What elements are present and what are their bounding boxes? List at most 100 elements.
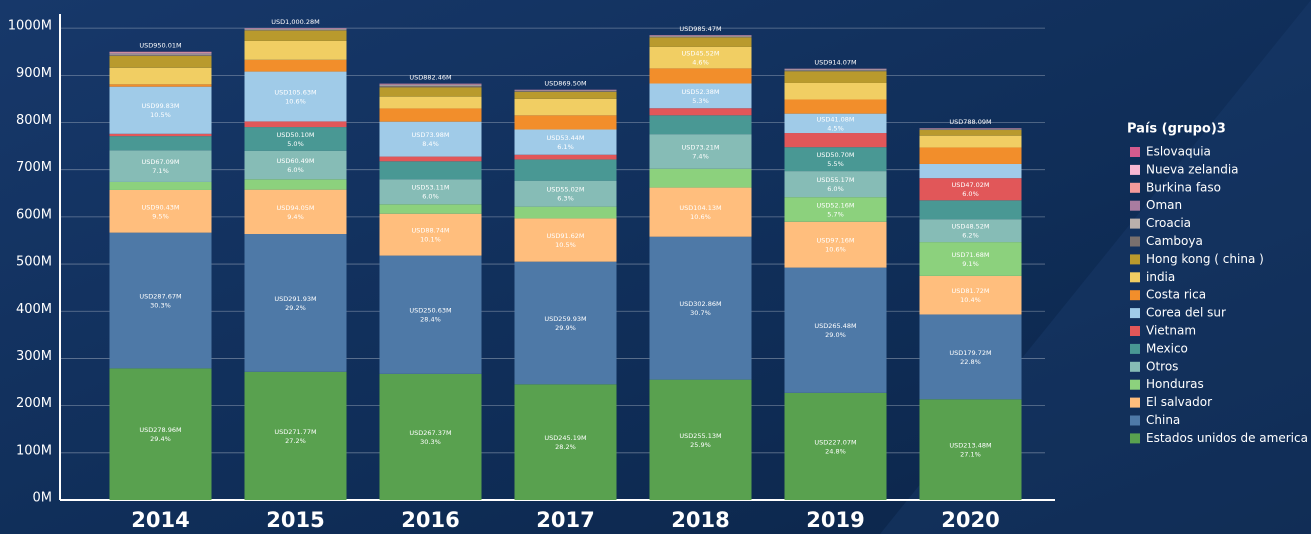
- segment-label: USD47.02M: [951, 181, 989, 189]
- segment-label: USD99.83M: [141, 102, 179, 110]
- segment-share-label: 4.5%: [827, 124, 844, 132]
- bar-segment: [784, 392, 887, 500]
- bar-segment: [784, 113, 887, 134]
- segment-share-label: 28.2%: [555, 443, 576, 451]
- segment-share-label: 8.4%: [422, 140, 439, 148]
- bar-segment: [919, 399, 1022, 500]
- legend-label: Hong kong ( china ): [1146, 252, 1264, 266]
- segment-label: USD271.77M: [274, 428, 316, 436]
- segment-label: USD213.48M: [949, 442, 991, 450]
- bar-segment: [649, 134, 752, 169]
- bar-segment: [109, 56, 212, 68]
- bar-segment: [649, 108, 752, 116]
- segment-label: USD50.10M: [276, 131, 314, 139]
- segment-share-label: 10.6%: [825, 246, 846, 254]
- legend-label: Croacia: [1146, 216, 1191, 230]
- bar-segment: [919, 178, 1022, 201]
- segment-share-label: 28.4%: [420, 316, 441, 324]
- bar-segment: [919, 163, 1022, 179]
- bar-segment: [784, 69, 887, 71]
- bar-segment: [514, 91, 617, 99]
- bar-segment: [649, 187, 752, 237]
- bar-segment: [379, 161, 482, 180]
- segment-share-label: 7.4%: [692, 152, 709, 160]
- segment-share-label: 24.8%: [825, 447, 846, 455]
- segment-label: USD71.68M: [951, 251, 989, 259]
- bar-segment: [514, 98, 617, 116]
- legend-swatch: [1130, 433, 1140, 444]
- legend-label: Oman: [1146, 198, 1182, 212]
- segment-label: USD55.02M: [546, 186, 584, 194]
- bar-segment: [784, 70, 887, 72]
- segment-share-label: 5.3%: [692, 97, 709, 105]
- y-tick-label: 700M: [16, 160, 52, 175]
- segment-share-label: 7.1%: [152, 167, 169, 175]
- bar-segment: [514, 91, 617, 92]
- legend-label: Camboya: [1146, 234, 1203, 248]
- segment-share-label: 10.4%: [960, 296, 981, 304]
- bar-segment: [514, 180, 617, 207]
- bar-segment: [109, 189, 212, 233]
- segment-share-label: 10.6%: [285, 97, 306, 105]
- segment-label: USD265.48M: [814, 322, 856, 330]
- total-label: USD1,000.28M: [271, 18, 319, 26]
- bar-segment: [784, 71, 887, 83]
- legend-label: Eslovaquia: [1146, 145, 1211, 159]
- segment-label: USD53.11M: [411, 184, 449, 192]
- segment-label: USD53.44M: [546, 134, 584, 142]
- segment-label: USD278.96M: [139, 426, 181, 434]
- bar-segment: [649, 115, 752, 135]
- segment-label: USD104.13M: [679, 204, 721, 212]
- segment-label: USD179.72M: [949, 349, 991, 357]
- segment-label: USD73.21M: [681, 143, 719, 151]
- segment-label: USD94.05M: [276, 204, 314, 212]
- segment-label: USD267.37M: [409, 429, 451, 437]
- bar-segment: [244, 29, 347, 31]
- segment-share-label: 6.1%: [557, 143, 574, 151]
- segment-label: USD88.74M: [411, 227, 449, 235]
- legend-swatch: [1130, 415, 1140, 426]
- legend-swatch: [1130, 236, 1140, 247]
- legend-swatch: [1130, 182, 1140, 193]
- legend-label: Estados unidos de america: [1146, 431, 1308, 445]
- segment-label: USD52.16M: [816, 201, 854, 209]
- x-tick-label: 2016: [401, 508, 459, 532]
- segment-label: USD302.86M: [679, 300, 721, 308]
- segment-share-label: 29.4%: [150, 435, 171, 443]
- bar-segment: [109, 232, 212, 369]
- y-tick-label: 900M: [16, 66, 52, 81]
- total-label: USD788.09M: [949, 118, 991, 126]
- segment-label: USD245.19M: [544, 434, 586, 442]
- segment-label: USD60.49M: [276, 157, 314, 165]
- segment-label: USD90.43M: [141, 203, 179, 211]
- legend-label: China: [1146, 413, 1180, 427]
- bar-segment: [244, 121, 347, 128]
- segment-share-label: 29.2%: [285, 304, 306, 312]
- segment-share-label: 6.0%: [827, 185, 844, 193]
- legend-swatch: [1130, 254, 1140, 265]
- segment-share-label: 5.7%: [827, 210, 844, 218]
- bar-segment: [784, 133, 887, 148]
- bar-segment: [379, 213, 482, 256]
- bar-segment: [379, 156, 482, 162]
- bar-segment: [919, 275, 1022, 315]
- x-tick-label: 2015: [266, 508, 324, 532]
- segment-label: USD81.72M: [951, 287, 989, 295]
- bar-segment: [919, 314, 1022, 400]
- bar-segment: [649, 236, 752, 380]
- segment-share-label: 10.5%: [150, 111, 171, 119]
- bar-segment: [784, 267, 887, 393]
- bar-segment: [919, 130, 1022, 136]
- bar-segment: [379, 96, 482, 109]
- bar-segment: [649, 36, 752, 38]
- bar-segment: [109, 368, 212, 500]
- segment-share-label: 10.1%: [420, 236, 441, 244]
- segment-label: USD50.70M: [816, 151, 854, 159]
- legend-label: Honduras: [1146, 377, 1204, 391]
- segment-share-label: 6.0%: [422, 193, 439, 201]
- bar-segment: [109, 52, 212, 54]
- total-label: USD950.01M: [139, 42, 181, 50]
- y-tick-label: 600M: [16, 207, 52, 222]
- segment-share-label: 5.5%: [827, 160, 844, 168]
- segment-share-label: 27.2%: [285, 437, 306, 445]
